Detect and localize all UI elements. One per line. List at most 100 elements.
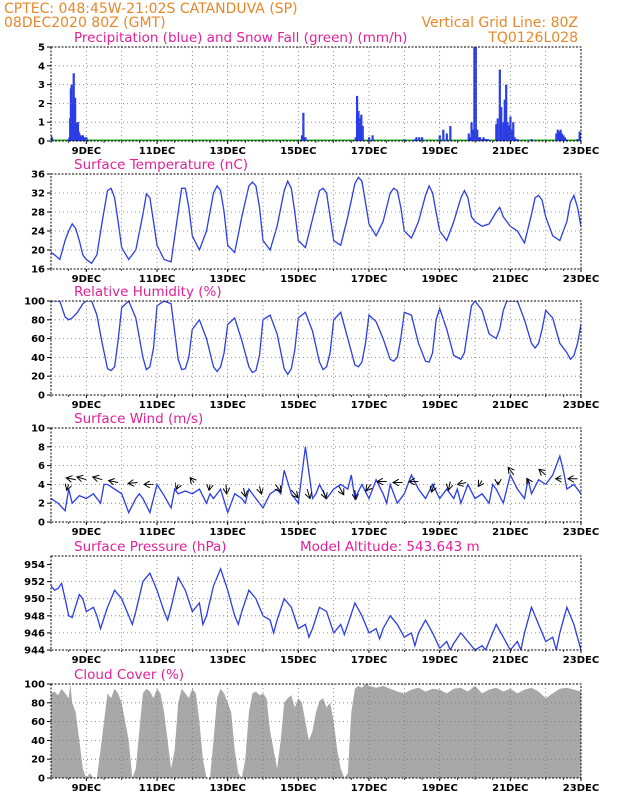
wind-arrow-0 [67,484,69,489]
precip-bar-26 [83,139,87,141]
wind-data [51,446,581,515]
temp-grid [51,174,581,269]
wind-series-line [51,446,581,515]
rh-xtick-label-3: 15DEC [280,400,316,411]
precip-xtick-label-0: 9DEC [72,146,101,157]
precip-bar-23 [81,135,84,141]
precip-xtick-label-6: 21DEC [492,146,528,157]
precip-panel: Precipitation (blue) and Snow Fall (gree… [38,30,599,157]
wind-arrow-4 [109,481,119,483]
header-grid-note: Vertical Grid Line: 80Z [422,15,578,31]
precip-bar-86 [565,139,568,141]
wind-xtick-label-1: 11DEC [139,527,175,538]
temp-xtick-label-6: 21DEC [492,274,528,285]
temp-frame [50,173,582,270]
pressure-panel: Surface Pressure (hPa) Model Altitude: 54… [24,539,599,666]
precip-xtick-label-5: 19DEC [421,146,457,157]
pressure-series-line [51,566,581,650]
rh-ytick-label-0: 0 [38,391,45,402]
pressure-xtick-label-0: 9DEC [72,655,101,666]
cloud-xtick-label-6: 21DEC [492,783,528,794]
precip-bar-40 [403,139,406,141]
precip-bar-82 [559,129,562,141]
precip-bar-29 [300,135,304,141]
precip-bar-34 [357,110,360,141]
rh-ytick-label-2: 40 [31,353,45,364]
precip-xtick-label-3: 15DEC [280,146,316,157]
header-code: TQ0126L028 [487,30,578,46]
precip-bar-41 [413,139,417,141]
precip-bar-36 [360,114,363,141]
precip-bar-10 [72,73,75,141]
cloud-xtick-label-0: 9DEC [72,783,101,794]
pressure-ytick-label-3: 950 [24,594,45,605]
rh-xtick-label-6: 21DEC [492,400,528,411]
precip-bar-60 [483,139,487,141]
precip-ytick-label-4: 4 [38,61,45,72]
precip-bar-79 [555,133,558,141]
precip-xtick-label-7: 23DEC [563,146,599,157]
pressure-annotation: Model Altitude: 543.643 m [300,539,480,555]
temp-ytick-label-1: 20 [31,246,45,257]
wind-ytick-label-1: 2 [38,499,45,510]
wind-arrow-19 [366,484,371,490]
cloud-title: Cloud Cover (%) [74,667,184,683]
precip-bar-55 [476,129,479,141]
wind-xtick-label-6: 21DEC [492,527,528,538]
precip-bar-33 [355,95,359,141]
rh-panel: Relative Humidity (%) 0 20 40 60 80 100 9DEC 11D… [24,284,599,411]
rh-xtick-label-4: 17DEC [351,400,387,411]
wind-arrow-11 [244,488,246,496]
rh-title: Relative Humidity (%) [74,284,222,300]
wind-arrow-13 [275,484,280,491]
rh-xtick-label-5: 19DEC [421,400,457,411]
cloud-xtick-label-4: 17DEC [351,783,387,794]
wind-xtick-label-5: 19DEC [421,527,457,538]
precip-bar-52 [471,129,475,141]
precip-ytick-label-0: 0 [38,137,45,148]
rh-xtick-label-1: 11DEC [139,400,175,411]
precip-bar-64 [496,118,499,141]
wind-arrow-12 [259,486,261,493]
precip-bar-88 [578,131,581,141]
cloud-grid [51,684,581,778]
precip-bar-37 [361,125,364,141]
wind-arrows [67,468,578,499]
panels: Precipitation (blue) and Snow Fall (gree… [24,30,599,794]
wind-arrow-28 [508,468,513,476]
cloud-xtick-label-3: 15DEC [280,783,316,794]
temp-xtick-label-7: 23DEC [563,274,599,285]
temp-ytick-label-5: 36 [31,170,45,181]
precip-ytick-label-1: 1 [38,118,45,129]
precip-bar-2 [51,139,54,141]
pressure-ytick-label-1: 946 [24,628,45,639]
precip-bar-76 [514,139,518,141]
temp-panel: Surface Temperature (nC) 16 20 24 28 32 36 9DEC… [31,157,599,285]
precip-bar-63 [495,124,498,141]
rh-xtick-label-2: 13DEC [209,400,245,411]
precip-bar-83 [560,133,564,141]
cloud-ytick-label-0: 0 [38,774,45,785]
temp-xtick-label-2: 13DEC [209,274,245,285]
pressure-ytick-label-4: 952 [24,577,45,588]
precip-bar-58 [481,139,484,141]
precip-bar-51 [470,122,473,141]
precip-bar-45 [438,135,441,141]
wind-ytick-label-4: 8 [38,442,45,453]
precip-bar-56 [477,137,480,141]
wind-ytick-label-5: 10 [31,424,45,435]
precip-bar-68 [503,99,506,141]
header-date: 08DEC2020 80Z (GMT) [4,15,166,31]
precip-bar-12 [74,97,77,141]
precip-bar-57 [478,137,482,141]
temp-series-line [51,176,581,265]
rh-ytick-label-1: 20 [31,372,45,383]
wind-panel: Surface Wind (m/s) 0 2 4 6 8 10 9DEC 11DEC 13DEC 1… [31,411,599,538]
wind-arrow-17 [339,486,344,494]
wind-grid [51,428,581,522]
temp-xtick-label-1: 11DEC [139,274,175,285]
wind-xtick-label-7: 23DEC [563,527,599,538]
precip-bar-54 [474,47,477,141]
header-station: CPTEC: 048:45W-21:02S CATANDUVA (SP) [4,1,298,17]
